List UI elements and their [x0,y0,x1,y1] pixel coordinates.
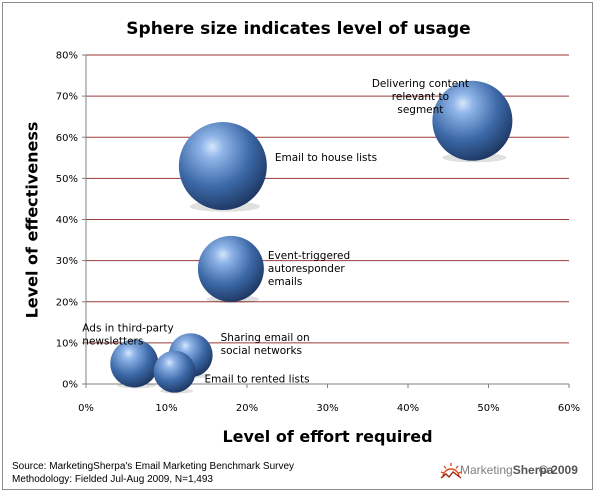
x-tick-label: 30% [316,403,338,414]
chart-title: Sphere size indicates level of usage [126,19,471,39]
y-tick-label: 30% [56,256,78,267]
bubble-label: Email to rented lists [205,374,310,386]
bubble-label-line: Email to house lists [275,152,377,164]
bubble-label-line: Email to rented lists [205,374,310,386]
bubble-label: Ads in third-party newsletters [82,322,173,347]
x-tick-label: 20% [236,403,258,414]
bubble-label: Event-triggered autoresponder emails [268,250,350,288]
bubble-point [110,339,159,388]
bubble-point [153,350,196,393]
bubble-label-line: autoresponder [268,263,346,275]
y-tick-label: 50% [56,174,78,185]
bubble-label-line: Delivering content [372,78,469,90]
chart-frame [2,2,593,490]
x-tick-label: 50% [477,403,499,414]
bubble-point [197,235,264,302]
brand-year: © 2009 [539,463,578,477]
bubble-label-line: Ads in third-party [82,322,173,334]
x-tick-label: 0% [78,403,94,414]
brand-sherpa: Sherpa [512,463,554,477]
y-tick-label: 10% [56,338,78,349]
brand-logo: MarketingSherpa © 2009 [440,460,590,482]
x-tick-label: 40% [397,403,419,414]
y-tick-label: 0% [62,380,78,391]
brand-name: MarketingSherpa [460,463,553,477]
source-note: Source: MarketingSherpa's Email Marketin… [12,460,294,486]
bubble-label: Sharing email on social networks [221,332,310,357]
y-tick-label: 20% [56,297,78,308]
source-line-2: Methodology: Fielded Jul-Aug 2009, N=1,4… [12,474,213,485]
bubble-label-line: emails [268,276,302,288]
bubble-label-line: relevant to [392,91,449,103]
bubble-label: Delivering content relevant to segment [372,78,469,116]
source-line-1: Source: MarketingSherpa's Email Marketin… [12,461,295,472]
x-axis-label: Level of effort required [222,427,433,446]
brand-marketing: Marketing [460,463,513,477]
bubble-point [178,122,267,211]
y-tick-label: 80% [56,51,78,62]
y-tick-label: 40% [56,215,78,226]
bubble-label-line: Event-triggered [268,250,350,262]
sun-logo-icon [440,463,462,479]
bubble-label-line: newsletters [82,335,143,347]
y-tick-label: 70% [56,92,78,103]
bubble-label-line: Sharing email on [221,332,310,344]
y-tick-label: 60% [56,133,78,144]
bubble-label-line: social networks [221,345,302,357]
x-tick-label: 60% [558,403,580,414]
bubble-label: Email to house lists [275,152,377,164]
bubble-point [432,80,513,161]
bubble-label-line: segment [397,104,443,116]
x-tick-label: 10% [155,403,177,414]
